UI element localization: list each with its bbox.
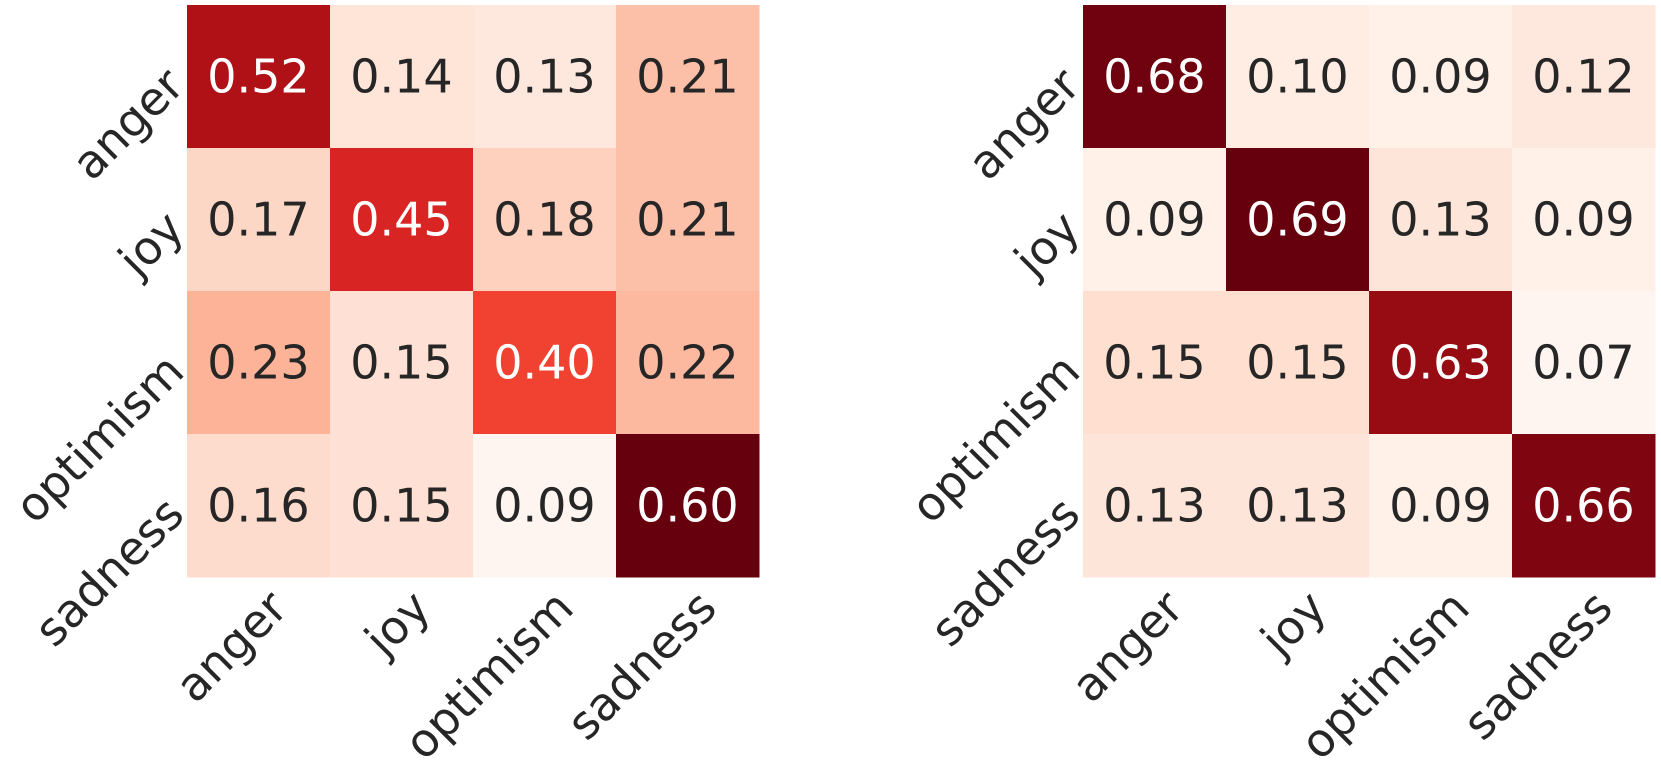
heatmap-cell-anger-joy [330, 5, 474, 149]
cell-value-label: 0.13 [1246, 479, 1348, 533]
cell-value-label: 0.15 [350, 479, 452, 533]
x-tick-label-joy: joy [354, 580, 441, 667]
cell-value-label: 0.09 [1103, 193, 1205, 247]
heatmap-cell-anger-optimism [1369, 5, 1513, 149]
cell-value-label: 0.17 [207, 193, 309, 247]
cell-value-label: 0.60 [636, 479, 738, 533]
heatmap-cell-joy-joy [1226, 148, 1370, 292]
y-tick-label-joy: joy [107, 200, 194, 287]
cell-value-label: 0.22 [636, 336, 738, 390]
heatmap-cell-sadness-sadness [1512, 434, 1656, 578]
heatmap-cell-anger-sadness [1512, 5, 1656, 149]
heatmap-left: 0.52 0.14 0.13 0.21 0.17 0.45 0.18 0.21 0.23 0.15… [4, 5, 760, 768]
heatmap-cell-sadness-anger [187, 434, 331, 578]
cell-value-label: 0.07 [1532, 336, 1634, 390]
cell-value-label: 0.09 [1389, 50, 1491, 104]
heatmap-cell-anger-joy [1226, 5, 1370, 149]
heatmap-cell-sadness-sadness [616, 434, 760, 578]
cell-value-label: 0.45 [350, 193, 452, 247]
cell-value-label: 0.12 [1532, 50, 1634, 104]
x-tick-label-anger: anger [165, 580, 298, 713]
cell-value-label: 0.10 [1246, 50, 1348, 104]
heatmap-cell-joy-optimism [473, 148, 617, 292]
heatmap-cell-optimism-sadness [616, 291, 760, 435]
heatmap-cell-joy-optimism [1369, 148, 1513, 292]
heatmap-cell-sadness-joy [330, 434, 474, 578]
cell-value-label: 0.09 [493, 479, 595, 533]
x-tick-label-anger: anger [1061, 580, 1194, 713]
y-tick-label-joy: joy [1003, 200, 1090, 287]
x-tick-label-sadness: sadness [1452, 580, 1622, 750]
cell-value-label: 0.15 [1246, 336, 1348, 390]
heatmap-cell-optimism-joy [1226, 291, 1370, 435]
cell-value-label: 0.09 [1389, 479, 1491, 533]
cell-value-label: 0.16 [207, 479, 309, 533]
heatmap-cell-optimism-sadness [1512, 291, 1656, 435]
cell-value-label: 0.69 [1246, 193, 1348, 247]
cell-value-label: 0.66 [1532, 479, 1634, 533]
heatmap-cell-joy-anger [187, 148, 331, 292]
heatmap-cell-optimism-anger [1083, 291, 1227, 435]
y-tick-label-anger: anger [61, 57, 194, 190]
heatmap-cell-anger-anger [187, 5, 331, 149]
heatmap-cell-anger-optimism [473, 5, 617, 149]
heatmap-cell-joy-anger [1083, 148, 1227, 292]
heatmap-cell-optimism-optimism [473, 291, 617, 435]
heatmap-cell-joy-sadness [616, 148, 760, 292]
x-tick-label-sadness: sadness [556, 580, 726, 750]
cell-value-label: 0.14 [350, 50, 452, 104]
cell-value-label: 0.13 [493, 50, 595, 104]
heatmap-cell-sadness-optimism [1369, 434, 1513, 578]
heatmap-right: 0.68 0.10 0.09 0.12 0.09 0.69 0.13 0.09 0.15 0.15… [900, 5, 1656, 768]
y-tick-label-anger: anger [957, 57, 1090, 190]
heatmap-cell-joy-sadness [1512, 148, 1656, 292]
cell-value-label: 0.21 [636, 50, 738, 104]
heatmap-cell-anger-sadness [616, 5, 760, 149]
cell-value-label: 0.68 [1103, 50, 1205, 104]
cell-value-label: 0.40 [493, 336, 595, 390]
heatmap-cell-sadness-optimism [473, 434, 617, 578]
cell-value-label: 0.52 [207, 50, 309, 104]
cell-value-label: 0.63 [1389, 336, 1491, 390]
heatmap-cell-anger-anger [1083, 5, 1227, 149]
cell-value-label: 0.15 [350, 336, 452, 390]
heatmap-cell-optimism-optimism [1369, 291, 1513, 435]
heatmap-cell-sadness-joy [1226, 434, 1370, 578]
cell-value-label: 0.15 [1103, 336, 1205, 390]
cell-value-label: 0.09 [1532, 193, 1634, 247]
heatmap-cell-joy-joy [330, 148, 474, 292]
heatmap-cell-sadness-anger [1083, 434, 1227, 578]
cell-value-label: 0.21 [636, 193, 738, 247]
x-tick-label-joy: joy [1250, 580, 1337, 667]
cell-value-label: 0.13 [1103, 479, 1205, 533]
heatmap-cell-optimism-joy [330, 291, 474, 435]
cell-value-label: 0.13 [1389, 193, 1491, 247]
cell-value-label: 0.18 [493, 193, 595, 247]
cell-value-label: 0.23 [207, 336, 309, 390]
heatmap-cell-optimism-anger [187, 291, 331, 435]
